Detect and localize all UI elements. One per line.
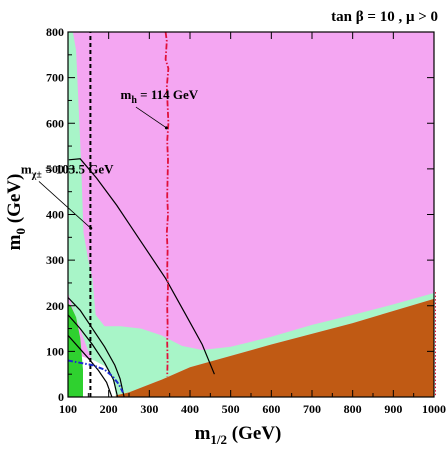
regions-layer — [68, 32, 434, 397]
annotation-arrow-1 — [135, 106, 167, 129]
wmap-band-region — [68, 32, 434, 397]
x-tick-label: 700 — [303, 402, 321, 416]
x-tick-label: 300 — [140, 402, 158, 416]
electron-mdm-line — [67, 359, 124, 393]
header-label: tan β = 10 , μ > 0 — [331, 9, 438, 25]
x-tick-label: 800 — [344, 402, 362, 416]
annotation-label-2: mχ± = 103.5 GeV — [21, 161, 114, 180]
annotation-arrowhead-1 — [164, 126, 168, 130]
lines-layer — [67, 31, 436, 398]
x-tick-label: 900 — [384, 402, 402, 416]
annotation-arrow-2 — [38, 181, 92, 229]
y-tick-label: 100 — [46, 344, 64, 358]
bsg-region — [68, 303, 83, 397]
y-axis-title: m0 (GeV) — [4, 174, 28, 251]
axes-layer: 100 200 300 400 500 600 700 800 900 1000010020030… — [46, 25, 446, 416]
x-axis-title: m1/2 (GeV) — [195, 423, 282, 447]
y-tick-label: 300 — [46, 253, 64, 267]
contour-line-3 — [67, 334, 113, 398]
y-tick-label: 700 — [46, 71, 64, 85]
contour-line-4 — [68, 158, 215, 375]
y-tick-label: 200 — [46, 299, 64, 313]
y-tick-label: 0 — [58, 390, 64, 404]
contour-line-2 — [67, 314, 119, 398]
x-tick-label: 500 — [222, 402, 240, 416]
x-tick-label: 1000 — [422, 402, 446, 416]
contour-line-1 — [67, 297, 125, 398]
charged-lsp-region — [68, 298, 434, 397]
annotation-label-1: mh = 114 GeV — [121, 87, 199, 106]
higgs-limit-line — [164, 31, 170, 377]
annotations-layer: mh = 114 GeV mχ± = 103.5 GeV — [21, 87, 199, 230]
y-tick-label: 600 — [46, 116, 64, 130]
x-tick-label: 100 — [59, 402, 77, 416]
x-tick-label: 600 — [262, 402, 280, 416]
x-tick-label: 200 — [100, 402, 118, 416]
x-tick-label: 400 — [181, 402, 199, 416]
y-tick-label: 400 — [46, 208, 64, 222]
annotation-arrowhead-2 — [89, 226, 93, 230]
y-tick-label: 800 — [46, 25, 64, 39]
y-tick-label: 500 — [46, 162, 64, 176]
